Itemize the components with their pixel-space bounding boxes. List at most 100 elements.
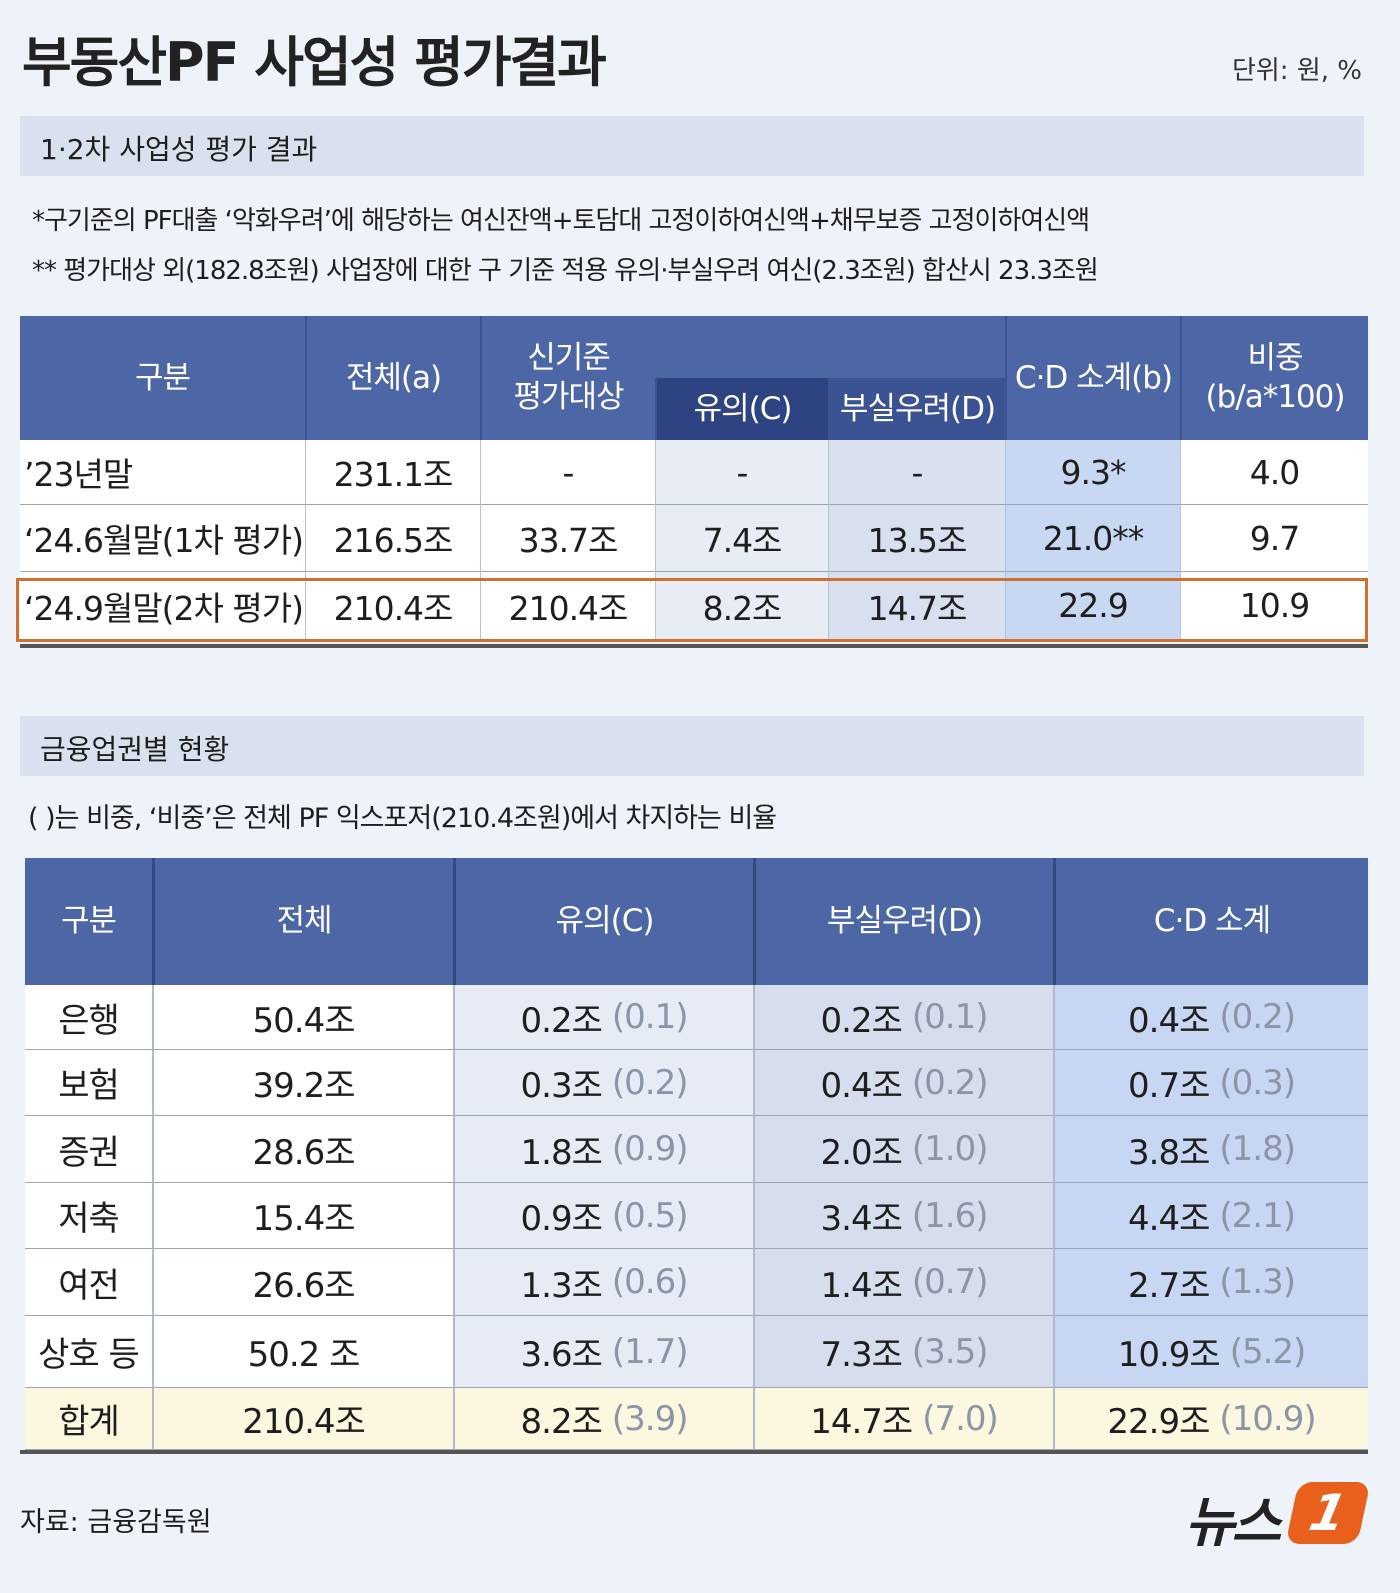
- cell: 10.9: [1180, 572, 1368, 640]
- cell-text: 증권: [58, 1132, 120, 1173]
- header-cell: 부실우려(D): [828, 378, 1005, 440]
- cell-share: (1.7): [611, 1331, 689, 1372]
- cell: 21.0**: [1005, 505, 1180, 572]
- cell: 보험: [25, 1050, 152, 1116]
- header-text: 유의(C): [693, 390, 793, 427]
- cell: 4.0: [1180, 440, 1368, 505]
- cell-share: (7.0): [922, 1398, 999, 1439]
- header-cell: 신기준 평가대상: [480, 316, 655, 440]
- cell-share: (1.3): [1219, 1262, 1296, 1302]
- cell: 9.7: [1180, 505, 1368, 572]
- cell-text: 0.4조: [820, 1066, 903, 1106]
- cell-text: 저축: [58, 1199, 120, 1239]
- header-text: 부실우려(D): [839, 390, 996, 427]
- section-bar: [20, 716, 1364, 776]
- cell-text: 7.4조: [702, 521, 783, 560]
- header-text: C·D 소계: [1153, 903, 1271, 940]
- cell-share: (1.0): [911, 1129, 989, 1169]
- cell: 0.2조 (0.1): [453, 985, 753, 1050]
- cell: 7.3조 (3.5): [753, 1316, 1053, 1388]
- cell: 증권: [25, 1116, 152, 1183]
- header-cell: 구분: [25, 858, 152, 985]
- cell-share: (0.1): [611, 997, 689, 1037]
- cell-text: -: [911, 452, 924, 492]
- cell: 0.9조 (0.5): [453, 1183, 753, 1249]
- note: *구기준의 PF대출 ‘악화우려’에 해당하는 여신잔액+토담대 고정이하여신액…: [32, 206, 1090, 236]
- cell: 여전: [25, 1249, 152, 1316]
- rule: [20, 644, 1368, 648]
- cell-text: ‘24.6월말(1차 평가): [24, 521, 304, 560]
- cell: 3.6조 (1.7): [453, 1316, 753, 1388]
- cell-text: 210.4조: [508, 588, 629, 628]
- cell-text: 210.4조: [333, 588, 454, 628]
- section-title: 금융업권별 현황: [40, 733, 230, 766]
- cell: 저축: [25, 1183, 152, 1249]
- cell: 15.4조: [152, 1183, 453, 1249]
- cell-text: 50.4조: [252, 1000, 356, 1041]
- cell: 은행: [25, 985, 152, 1050]
- cell: -: [655, 440, 828, 505]
- cell-share: (1.8): [1219, 1129, 1296, 1169]
- cell-text: -: [736, 452, 749, 492]
- cell-text: 21.0**: [1042, 518, 1144, 558]
- header-text: (b/a*100): [1205, 379, 1346, 415]
- cell-text: 231.1조: [333, 455, 454, 494]
- cell: 4.4조 (2.1): [1053, 1183, 1368, 1249]
- header-cell: 유의(C): [655, 378, 828, 440]
- cell-share: (0.2): [911, 1062, 989, 1103]
- cell: 상호 등: [25, 1316, 152, 1388]
- cell-share: (0.7): [911, 1262, 989, 1302]
- cell-share: (0.9): [611, 1129, 689, 1169]
- cell-text: 1.3조: [520, 1265, 603, 1306]
- section-bar: [20, 116, 1364, 176]
- cell-text: 2.7조: [1128, 1265, 1210, 1306]
- cell-text: 28.6조: [252, 1132, 356, 1173]
- header-text: 부실우려(D): [826, 903, 983, 940]
- cell-share: (0.2): [611, 1062, 689, 1103]
- cell: 210.4조: [152, 1388, 453, 1450]
- header-cell: 구분: [20, 316, 305, 440]
- cell: 3.8조 (1.8): [1053, 1116, 1368, 1183]
- cell: 9.3*: [1005, 440, 1180, 505]
- highlight-box: [16, 578, 1368, 642]
- cell-share: (2.1): [1219, 1195, 1296, 1236]
- cell: 10.9조 (5.2): [1053, 1316, 1368, 1388]
- cell: 210.4조: [480, 572, 655, 640]
- header-text: 평가대상: [513, 379, 624, 415]
- cell-text: 14.7조: [867, 588, 968, 628]
- cell-text: 9.7: [1249, 518, 1300, 558]
- cell-text: 여전: [58, 1265, 120, 1306]
- cell-share: (10.9): [1219, 1398, 1316, 1439]
- cell-text: 9.3*: [1060, 452, 1127, 492]
- cell-text: 보험: [58, 1066, 120, 1106]
- header-cell: 비중 (b/a*100): [1180, 316, 1368, 440]
- cell-text: 8.2조: [520, 1402, 603, 1442]
- cell: -: [480, 440, 655, 505]
- header-bg: [25, 858, 1368, 985]
- cell-text: 50.2 조: [247, 1335, 361, 1375]
- table: 구분 전체(a) 신기준 평가대상 유의(C) 부실우려(D) C·D 소계(b) 비중 (b/…: [0, 0, 1400, 700]
- cell-text: ’23년말: [24, 455, 133, 494]
- cell-text: 8.2조: [702, 588, 783, 628]
- cell-share: (0.1): [911, 997, 989, 1037]
- header-text: 구분: [134, 359, 191, 396]
- cell: 7.4조: [655, 505, 828, 572]
- cell-text: 22.9: [1058, 586, 1128, 625]
- header-cell: 부실우려(D): [753, 858, 1053, 985]
- cell: 1.4조 (0.7): [753, 1249, 1053, 1316]
- cell: 22.9: [1005, 572, 1180, 640]
- cell-text: 4.4조: [1128, 1199, 1210, 1239]
- cell-text: 22.9조: [1107, 1402, 1210, 1442]
- cell-text: 14.7조: [810, 1402, 913, 1442]
- header-cell: C·D 소계(b): [1005, 316, 1180, 440]
- cell: 50.2 조: [152, 1316, 453, 1388]
- cell-text: ‘24.9월말(2차 평가): [24, 588, 304, 628]
- header-text: 구분: [60, 903, 117, 940]
- cell: 26.6조: [152, 1249, 453, 1316]
- cell: 0.4조 (0.2): [753, 1050, 1053, 1116]
- cell-text: 216.5조: [333, 521, 454, 560]
- cell: 2.0조 (1.0): [753, 1116, 1053, 1183]
- cell-share: (0.6): [611, 1262, 689, 1302]
- logo-text: 뉴스: [1185, 1491, 1281, 1554]
